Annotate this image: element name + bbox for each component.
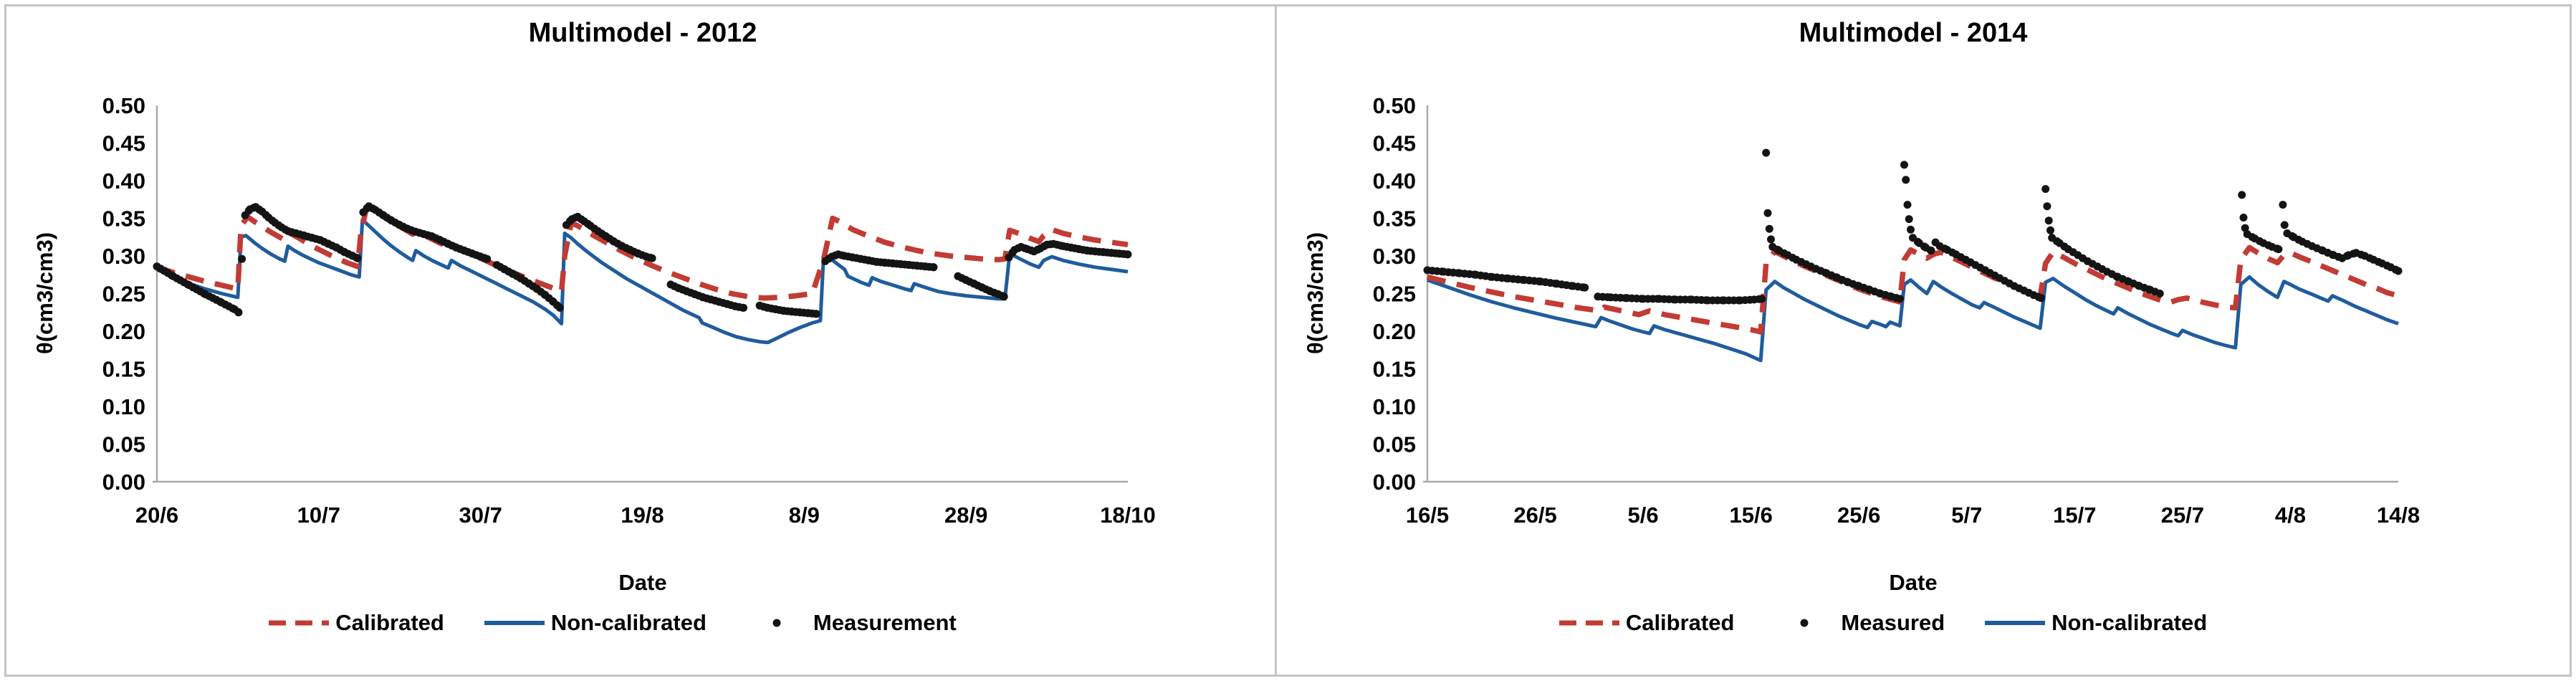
x-axis-title: Date — [618, 570, 667, 595]
x-tick-label: 15/7 — [2053, 503, 2096, 528]
legend-label: Measured — [1841, 610, 1945, 635]
legend-dot-swatch — [1800, 619, 1809, 627]
x-tick-label: 30/7 — [459, 503, 502, 528]
x-tick-label: 5/7 — [1951, 503, 1982, 528]
y-tick-label: 0.05 — [102, 432, 145, 457]
legend-dashed-swatch — [269, 620, 330, 626]
y-tick-label: 0.20 — [102, 319, 145, 344]
y-tick-label: 0.25 — [1373, 282, 1416, 307]
y-tick-label: 0.40 — [1373, 168, 1416, 194]
y-tick-label: 0.40 — [102, 168, 145, 194]
y-tick-label: 0.35 — [102, 206, 145, 232]
y-tick-label: 0.00 — [1373, 470, 1416, 495]
legend-solid-swatch — [484, 621, 545, 625]
legend-item-measurement: Measurement — [745, 610, 957, 636]
chart-panel-2014: 0.00 0.05 0.10 0.15 0.20 0.25 0.30 0.35 0.40 0.45… — [1277, 6, 2570, 675]
y-tick-label: 0.10 — [1373, 394, 1416, 419]
plot-area-2014: 0.00 0.05 0.10 0.15 0.20 0.25 0.30 0.35 0.40 0.45… — [1373, 93, 2421, 528]
y-tick-label: 0.50 — [102, 93, 145, 118]
legend-label: Measurement — [813, 610, 957, 635]
legend-item-calibrated: Calibrated — [267, 610, 444, 636]
plot-area-2012: 0.00 0.05 0.10 0.15 0.20 0.25 0.30 0.35 0.40 0.45… — [102, 93, 1156, 528]
x-tick-labels: 16/5 26/5 5/6 15/6 25/6 5/7 15/7 25/7 4/8 14/8 — [1406, 503, 2420, 528]
y-tick-label: 0.00 — [102, 470, 145, 495]
y-tick-label: 0.05 — [1373, 432, 1416, 457]
non-calibrated-line — [155, 218, 1129, 345]
panel-divider — [1275, 6, 1277, 675]
chart-panel-2012: 0.00 0.05 0.10 0.15 0.20 0.25 0.30 0.35 0.40 0.45… — [6, 6, 1275, 675]
figure-frame: 0.00 0.05 0.10 0.15 0.20 0.25 0.30 0.35 0.40 0.45… — [4, 4, 2572, 677]
y-tick-label: 0.50 — [1373, 93, 1416, 118]
x-tick-labels: 20/6 10/7 30/7 19/8 8/9 28/9 18/10 — [135, 503, 1156, 528]
chart-title: Multimodel - 2012 — [528, 18, 757, 48]
x-tick-label: 10/7 — [297, 503, 340, 528]
measured-points — [1423, 148, 2403, 305]
legend: Calibrated Non-calibrated Measurement — [92, 610, 1131, 636]
legend-label: Calibrated — [1625, 610, 1735, 635]
legend-item-non-calibrated: Non-calibrated — [1983, 610, 2207, 636]
legend-dot-swatch — [772, 619, 781, 627]
x-tick-label: 26/5 — [1513, 503, 1556, 528]
x-tick-label: 5/6 — [1628, 503, 1659, 528]
y-axis-title: θ(cm3/cm3) — [32, 232, 57, 355]
x-tick-label: 20/6 — [135, 503, 178, 528]
y-tick-label: 0.20 — [1373, 319, 1416, 344]
y-tick-label: 0.45 — [102, 131, 145, 156]
legend-label: Non-calibrated — [2051, 610, 2208, 635]
chart-title: Multimodel - 2014 — [1799, 18, 2028, 48]
x-axis-title: Date — [1889, 570, 1938, 595]
y-tick-label: 0.15 — [1373, 357, 1416, 382]
y-tick-label: 0.45 — [1373, 131, 1416, 156]
y-tick-label: 0.25 — [102, 282, 145, 307]
x-tick-label: 25/7 — [2161, 503, 2204, 528]
y-axis-title: θ(cm3/cm3) — [1303, 232, 1328, 355]
x-tick-label: 15/6 — [1729, 503, 1772, 528]
y-tick-labels: 0.00 0.05 0.10 0.15 0.20 0.25 0.30 0.35 0.40 0.45… — [102, 93, 145, 495]
legend-label: Non-calibrated — [550, 610, 707, 635]
x-tick-label: 25/6 — [1837, 503, 1880, 528]
measurement-points — [153, 202, 1132, 318]
x-tick-label: 8/9 — [789, 503, 820, 528]
legend-item-calibrated: Calibrated — [1558, 610, 1735, 636]
y-tick-label: 0.35 — [1373, 206, 1416, 232]
y-tick-labels: 0.00 0.05 0.10 0.15 0.20 0.25 0.30 0.35 0.40 0.45… — [1373, 93, 1416, 495]
legend-dashed-swatch — [1558, 620, 1619, 626]
y-tick-label: 0.30 — [102, 244, 145, 269]
x-tick-label: 14/8 — [2377, 503, 2420, 528]
x-tick-label: 18/10 — [1100, 503, 1156, 528]
legend-item-measured: Measured — [1773, 610, 1945, 636]
legend-item-non-calibrated: Non-calibrated — [483, 610, 707, 636]
legend: Calibrated Measured Non-calibrated — [1363, 610, 2402, 636]
x-tick-label: 16/5 — [1406, 503, 1449, 528]
legend-solid-swatch — [1985, 621, 2046, 625]
legend-label: Calibrated — [335, 610, 444, 635]
x-tick-label: 4/8 — [2275, 503, 2306, 528]
non-calibrated-line — [1427, 275, 2399, 363]
y-tick-label: 0.15 — [102, 357, 145, 382]
y-tick-label: 0.30 — [1373, 244, 1416, 269]
x-tick-label: 28/9 — [944, 503, 987, 528]
x-tick-label: 19/8 — [621, 503, 664, 528]
y-tick-label: 0.10 — [102, 394, 145, 419]
